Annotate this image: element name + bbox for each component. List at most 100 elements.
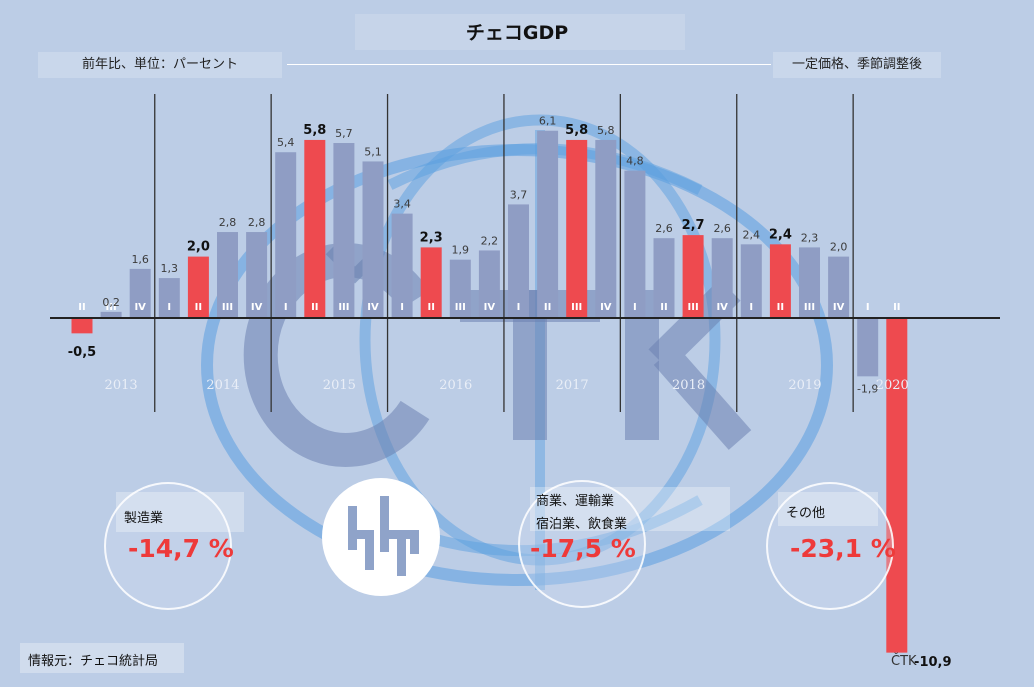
value-label: 5,4 (277, 136, 295, 149)
bar-2019-IV (828, 256, 850, 318)
bar-2013-II (71, 318, 93, 334)
bar-2017-I (508, 204, 529, 318)
quarter-label: III (106, 302, 117, 313)
breakdown-label-commerce-line1: 商業、運輸業 (536, 494, 615, 509)
quarter-label: II (78, 302, 85, 313)
breakdown-label-manufacturing: 製造業 (124, 511, 164, 526)
bar-2015-I (275, 152, 297, 318)
quarter-label: I (866, 302, 870, 313)
source-background (20, 643, 184, 673)
quarter-label: IV (716, 302, 728, 313)
value-label: 3,4 (393, 198, 411, 211)
breakdown-circle-other (766, 482, 894, 610)
bar-2019-I (740, 244, 762, 318)
quarter-label: II (427, 302, 434, 313)
year-label: 2013 (105, 378, 138, 393)
value-label: 2,8 (248, 216, 266, 229)
bar-2017-IV (595, 139, 617, 318)
quarter-label: III (804, 302, 815, 313)
bar-2015-II (304, 139, 326, 318)
bar-2014-III (217, 232, 238, 318)
bar-2014-II (187, 256, 209, 318)
bar-2018-III (682, 235, 704, 318)
quarter-label: III (455, 302, 466, 313)
bar-2015-IV (362, 161, 384, 318)
year-label: 2018 (672, 378, 705, 393)
value-label: 2,0 (830, 241, 848, 254)
value-label: 2,6 (713, 222, 731, 235)
year-label: 2015 (323, 378, 356, 393)
quarter-label: II (311, 302, 318, 313)
quarter-label: I (284, 302, 288, 313)
value-label: 6,1 (539, 115, 557, 128)
bar-2014-IV (246, 232, 268, 318)
value-label: 5,7 (335, 127, 353, 140)
quarter-label: III (222, 302, 233, 313)
value-label: 5,8 (597, 124, 615, 137)
bar-2015-III (333, 143, 355, 318)
bar-2017-II (537, 130, 559, 318)
bar-2013-III (100, 311, 122, 318)
year-label: 2020 (876, 378, 909, 393)
quarter-label: IV (251, 302, 263, 313)
year-label: 2017 (556, 378, 589, 393)
quarter-label: I (517, 302, 521, 313)
value-label: 2,3 (420, 230, 443, 245)
bar-2020-II (886, 318, 908, 653)
value-label: 5,8 (565, 123, 588, 138)
agency-credit: ČTK (891, 654, 917, 669)
title-background (355, 14, 685, 50)
value-label: 2,6 (655, 222, 673, 235)
quarter-label: III (571, 302, 582, 313)
hdp-logo (322, 478, 440, 596)
quarter-label: III (688, 302, 699, 313)
value-label: 2,4 (769, 227, 792, 242)
breakdown-label-commerce-line2: 宿泊業、飲食業 (536, 517, 628, 532)
quarter-label: II (544, 302, 551, 313)
bar-2018-II (653, 238, 675, 318)
quarter-label: I (749, 302, 753, 313)
bar-2019-III (799, 247, 820, 318)
quarter-label: IV (600, 302, 612, 313)
subtitle-right: 一定価格、季節調整後 (773, 52, 941, 78)
bar-2018-I (624, 170, 646, 318)
value-label: 2,4 (743, 228, 761, 241)
bar-2016-I (391, 213, 413, 318)
bar-2020-I (857, 318, 879, 377)
bar-2019-II (769, 244, 791, 318)
bar-2016-III (449, 259, 471, 318)
bar-2013-IV (129, 268, 151, 318)
breakdown-circle-commerce (518, 480, 646, 608)
value-label: 2,3 (801, 231, 819, 244)
quarter-label: IV (484, 302, 496, 313)
bar-2016-II (420, 247, 442, 318)
bar-2014-I (158, 278, 180, 318)
quarter-label: I (400, 302, 404, 313)
subtitle-divider (287, 64, 771, 65)
value-label: -1,9 (857, 382, 878, 395)
value-label: 3,7 (510, 188, 528, 201)
value-label: 2,7 (682, 218, 705, 233)
breakdown-label-box (778, 492, 878, 526)
quarter-label: II (660, 302, 667, 313)
breakdown-value-manufacturing: -14,7 % (128, 534, 234, 563)
quarter-label: IV (134, 302, 146, 313)
year-label: 2016 (439, 378, 472, 393)
value-label: 2,2 (481, 234, 499, 247)
value-label: 0,2 (102, 296, 120, 309)
value-label: 4,8 (626, 155, 644, 168)
value-label: 2,0 (187, 240, 210, 255)
quarter-label: III (338, 302, 349, 313)
value-label: 5,1 (364, 145, 382, 158)
bar-2016-IV (478, 250, 500, 318)
quarter-label: I (167, 302, 171, 313)
value-label: 1,6 (131, 253, 149, 266)
breakdown-label-other: その他 (786, 506, 826, 521)
quarter-label: IV (367, 302, 379, 313)
value-label: 1,9 (452, 244, 470, 257)
quarter-label: II (893, 302, 900, 313)
value-label: 5,8 (303, 123, 326, 138)
value-label: -0,5 (68, 345, 96, 360)
